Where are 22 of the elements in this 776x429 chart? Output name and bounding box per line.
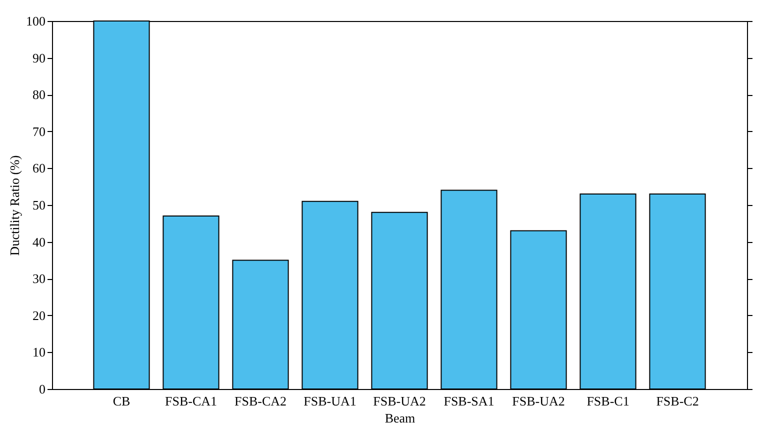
x-tick-label: FSB-CA1 <box>164 394 218 408</box>
x-tick-label: CB <box>112 394 130 408</box>
x-axis-title: Beam <box>384 410 416 426</box>
y-tick-label: 50 <box>32 198 46 212</box>
x-tick-label: FSB-UA2 <box>512 394 565 408</box>
y-tick-label: 0 <box>39 382 46 396</box>
y-tick-label: 20 <box>32 308 46 323</box>
x-tick-label: FSB-CA2 <box>234 394 287 408</box>
y-tick-label: 30 <box>32 271 46 286</box>
y-tick-label: 90 <box>32 50 46 66</box>
y-tick-label: 60 <box>32 160 46 176</box>
y-tick-label: 100 <box>26 14 46 28</box>
y-tick-label: 80 <box>32 87 46 102</box>
x-tick-label: FSB-UA2 <box>373 394 426 408</box>
x-tick-label: FSB-SA1 <box>444 394 494 408</box>
y-tick-label: 70 <box>32 124 46 139</box>
x-tick-label: FSB-C2 <box>656 394 699 408</box>
y-axis-title: Ductility Ratio (%) <box>7 155 22 256</box>
y-tick-label: 40 <box>32 234 46 250</box>
x-tick-label: FSB-C1 <box>586 394 630 408</box>
y-tick-label: 10 <box>32 344 46 360</box>
x-tick-label: FSB-UA1 <box>304 394 356 408</box>
